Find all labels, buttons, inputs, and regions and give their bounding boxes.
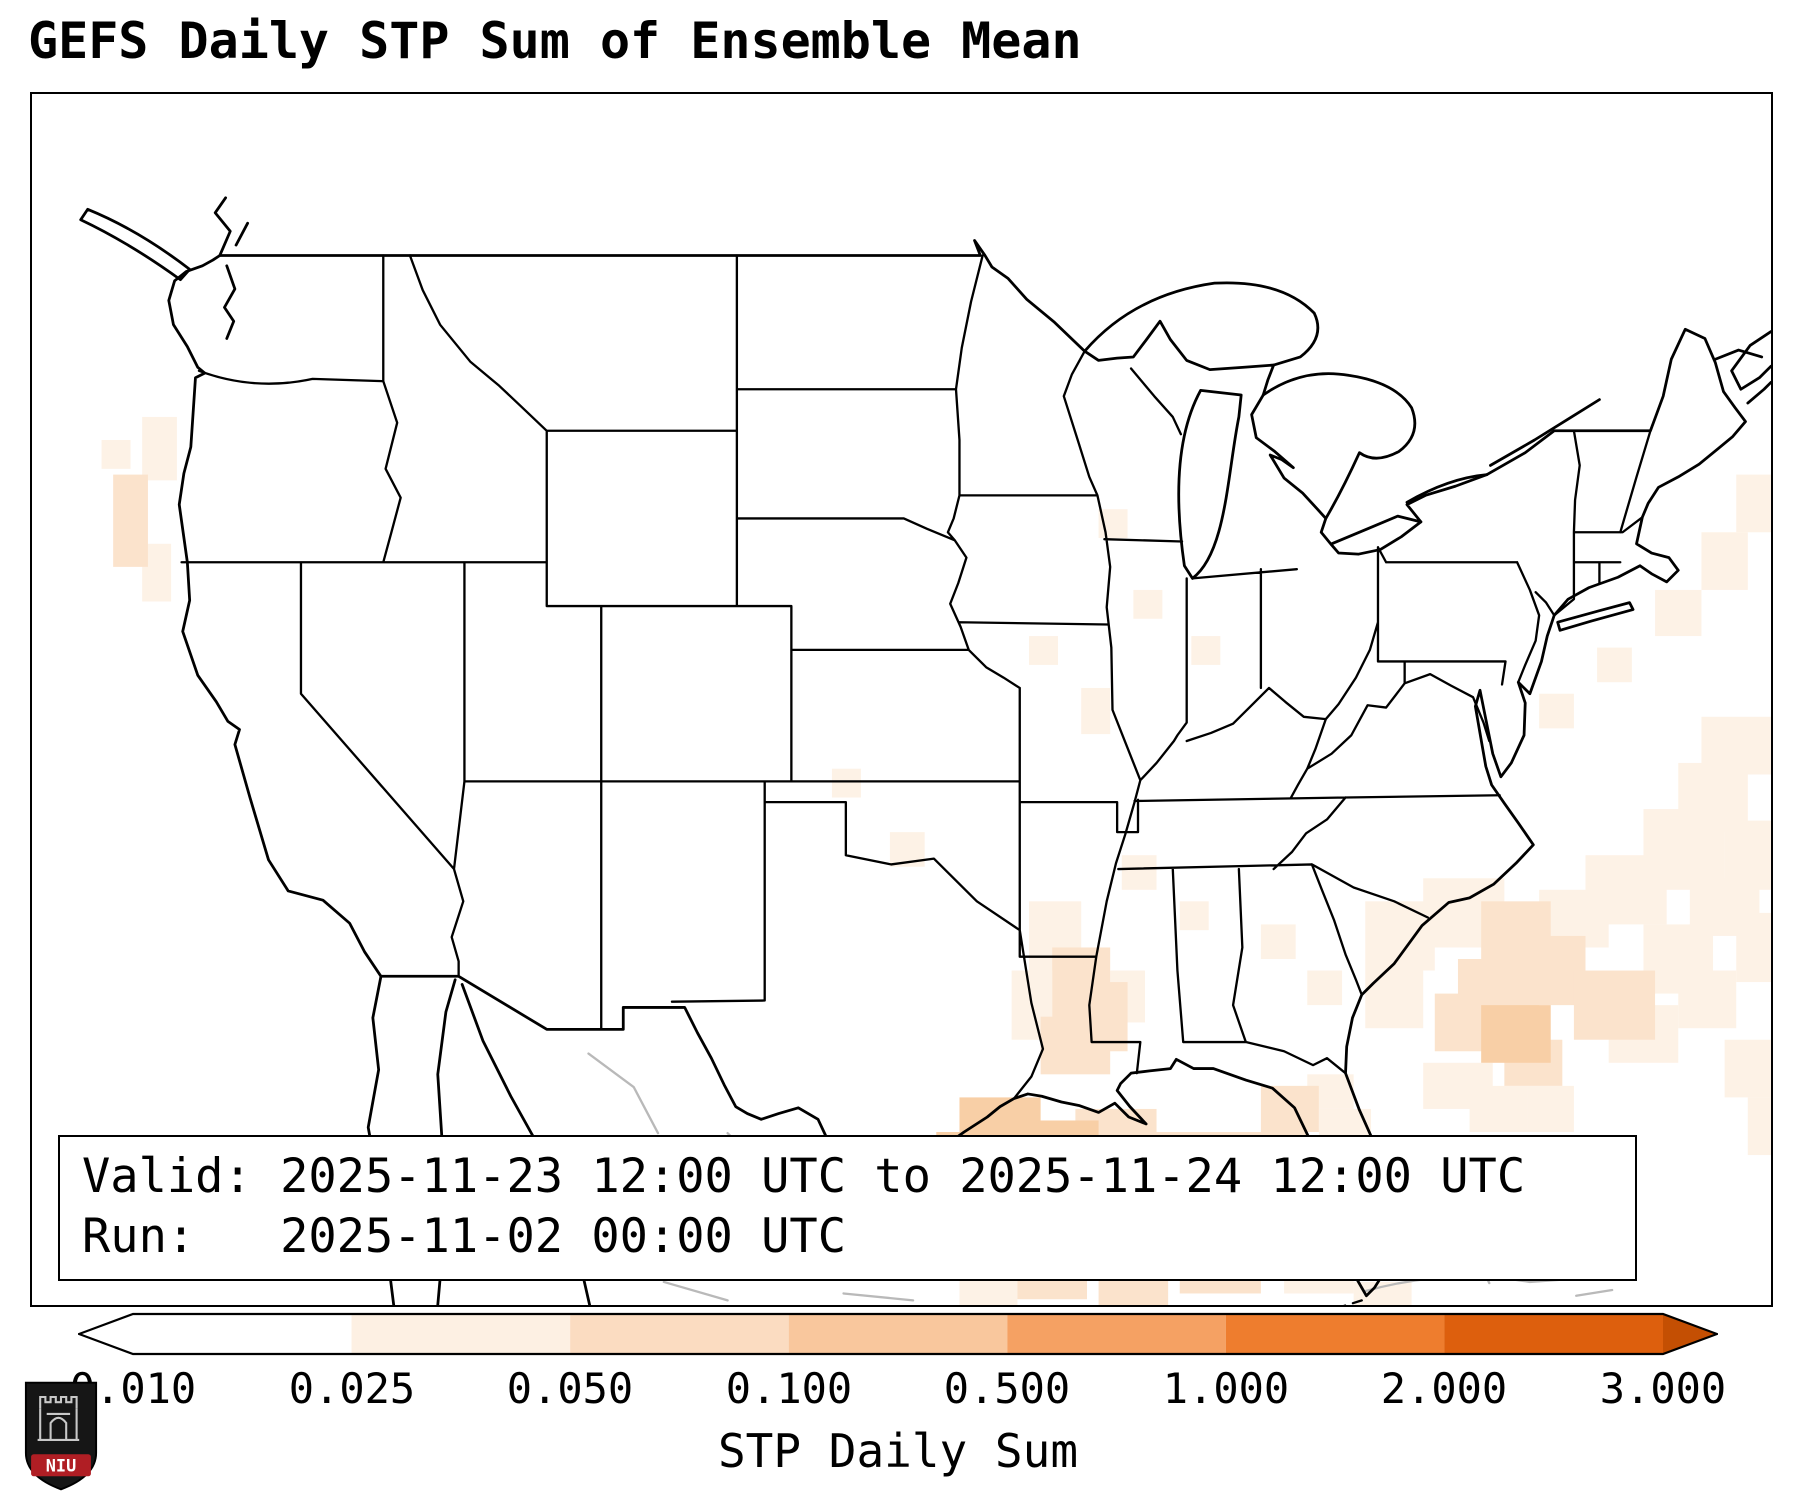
chart-title: GEFS Daily STP Sum of Ensemble Mean [28, 12, 1082, 70]
colorbar-tick: 0.050 [506, 1364, 634, 1413]
colorbar: 0.010 0.025 0.050 0.100 0.500 1.000 2.00… [70, 1312, 1726, 1413]
validity-info-box: Valid: 2025-11-23 12:00 UTC to 2025-11-2… [58, 1134, 1637, 1281]
castle-icon [37, 1395, 80, 1441]
niu-shield: NIU [24, 1381, 98, 1491]
colorbar-tick: 2.000 [1380, 1364, 1508, 1413]
niu-banner [31, 1454, 91, 1477]
colorbar-segment [788, 1314, 1008, 1354]
colorbar-tick: 1.000 [1162, 1364, 1290, 1413]
niu-text: NIU [46, 1456, 77, 1476]
colorbar-tick: 0.500 [943, 1364, 1071, 1413]
run-time-line: Run: 2025-11-02 00:00 UTC [82, 1208, 847, 1264]
colorbar-segment [570, 1314, 789, 1354]
colorbar-tick: 3.000 [1599, 1364, 1727, 1413]
map-area: Valid: 2025-11-23 12:00 UTC to 2025-11-2… [30, 92, 1773, 1307]
colorbar-over-arrow [1663, 1314, 1717, 1354]
colorbar-segment [133, 1314, 352, 1354]
state-borders-east [1117, 429, 1652, 1075]
niu-logo: NIU [22, 1380, 100, 1492]
colorbar-under-arrow [79, 1314, 133, 1354]
colorbar-tick: 0.025 [288, 1364, 416, 1413]
colorbar-axis-label: STP Daily Sum [717, 1424, 1079, 1478]
colorbar-outline [78, 1312, 1718, 1356]
colorbar-segment [351, 1314, 571, 1354]
colorbar-segment [1007, 1314, 1226, 1354]
us-map [79, 196, 1771, 1305]
conus-coast-and-borders [167, 239, 1747, 1298]
state-borders-west [180, 254, 1298, 1100]
colorbar-segment [1444, 1314, 1664, 1354]
florida-keys-dashes [1343, 1299, 1363, 1305]
map-linework [79, 196, 1771, 1305]
colorbar-tick: 0.100 [725, 1364, 853, 1413]
valid-time-line: Valid: 2025-11-23 12:00 UTC to 2025-11-2… [82, 1148, 1526, 1204]
colorbar-segment [1225, 1314, 1445, 1354]
colorbar-gradient [78, 1312, 1718, 1356]
